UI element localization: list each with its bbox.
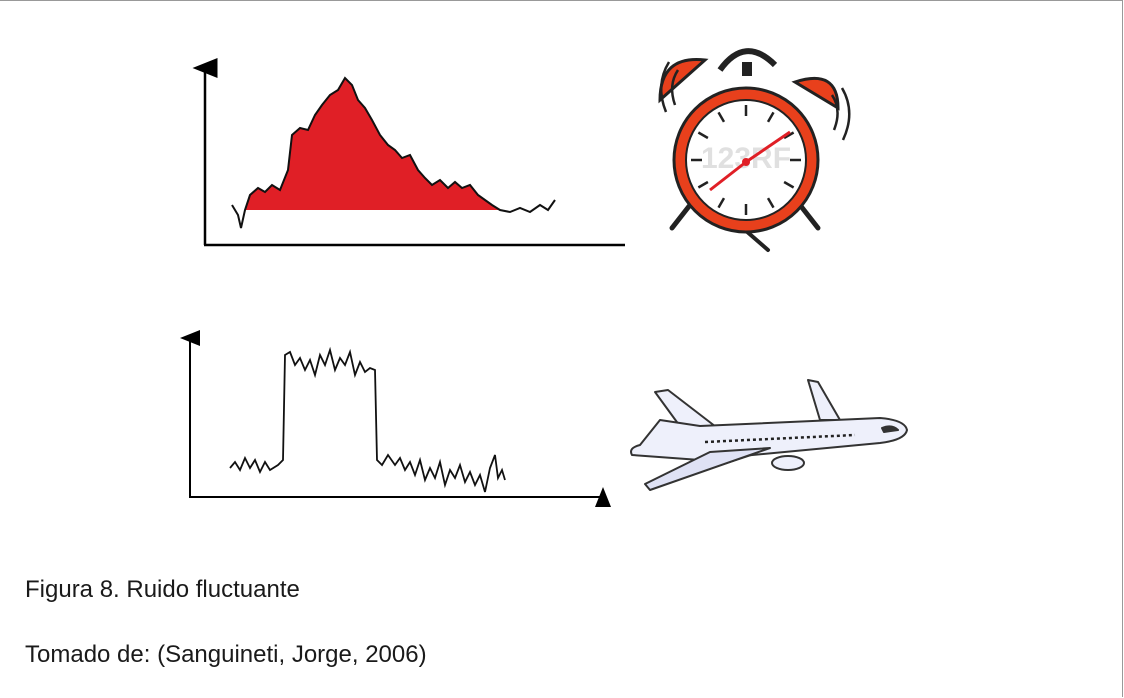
figure-caption: Figura 8. Ruido fluctuante	[25, 576, 300, 604]
illustrations: 123RF	[0, 0, 1124, 560]
figure-source: Tomado de: (Sanguineti, Jorge, 2006)	[25, 641, 427, 669]
noise-line	[230, 350, 505, 492]
noise-area	[245, 78, 500, 210]
airplane	[631, 380, 907, 490]
fluctuating-area-chart	[204, 68, 625, 245]
fluctuating-line-chart	[189, 338, 603, 497]
alarm-clock: 123RF	[660, 51, 849, 250]
page: 123RF Figura 8. Ruido fluctuante Tomado …	[0, 0, 1124, 698]
